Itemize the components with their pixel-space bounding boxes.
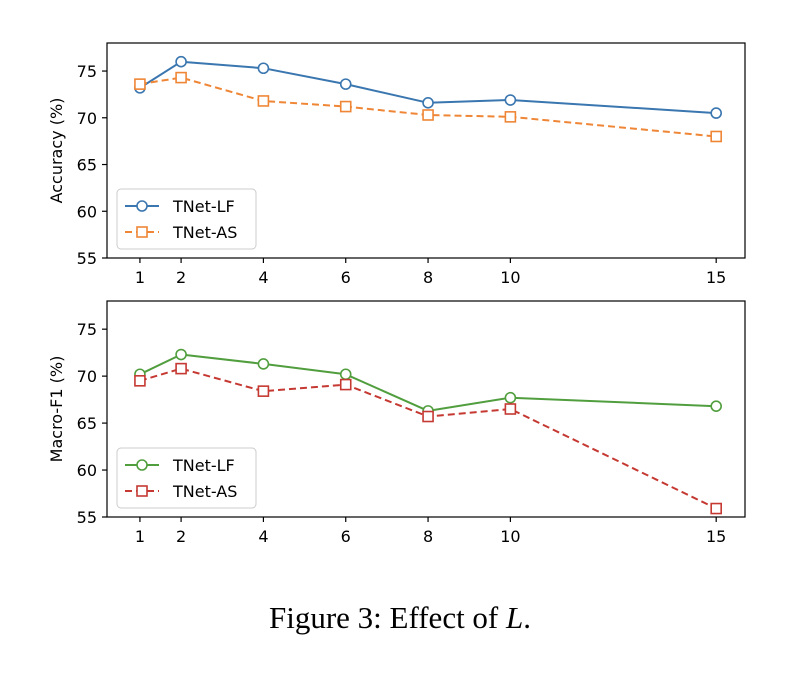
- data-point: [339, 378, 352, 391]
- x-tick-label: 6: [341, 268, 351, 287]
- x-tick-label: 8: [423, 268, 433, 287]
- x-tick-label: 2: [176, 268, 186, 287]
- data-point: [257, 385, 270, 397]
- series-tnet-lf: [134, 348, 722, 417]
- series-tnet-as: [134, 362, 722, 515]
- figure-caption: Figure 3: Effect of L.: [0, 600, 800, 636]
- y-tick-label: 60: [77, 202, 97, 221]
- legend-label: TNet-LF: [172, 197, 235, 216]
- legend-marker: [136, 200, 148, 212]
- x-tick-label: 4: [258, 527, 268, 546]
- data-point: [134, 78, 146, 90]
- data-point: [504, 111, 517, 123]
- data-point: [257, 62, 270, 75]
- data-point: [504, 391, 517, 404]
- x-tick-label: 10: [500, 268, 520, 287]
- y-tick-label: 70: [77, 109, 97, 128]
- data-point: [422, 97, 434, 109]
- x-tick-label: 6: [341, 527, 351, 546]
- data-point: [175, 55, 187, 68]
- data-point: [422, 109, 434, 121]
- data-point: [175, 71, 187, 84]
- y-axis-label: Macro-F1 (%): [47, 356, 66, 463]
- data-point: [710, 400, 722, 412]
- y-tick-label: 55: [77, 249, 97, 268]
- data-point: [339, 100, 352, 113]
- data-point: [339, 78, 352, 90]
- x-tick-label: 1: [135, 527, 145, 546]
- data-point: [134, 375, 146, 387]
- plot-frame: [106, 42, 746, 259]
- x-tick-label: 15: [706, 268, 726, 287]
- caption-prefix: Figure 3: Effect of: [268, 600, 507, 635]
- data-point: [710, 107, 722, 119]
- data-point: [175, 362, 187, 375]
- legend: TNet-LF TNet-AS: [116, 188, 257, 250]
- data-point: [339, 368, 352, 381]
- data-point: [257, 95, 270, 107]
- legend-marker: [136, 226, 148, 238]
- series-line: [139, 353, 717, 412]
- legend-marker: [136, 485, 148, 497]
- y-tick-label: 55: [77, 508, 97, 527]
- y-tick-label: 60: [77, 461, 97, 480]
- data-point: [710, 130, 722, 143]
- legend-box: [116, 447, 257, 509]
- series-tnet-as: [134, 71, 722, 143]
- data-point: [504, 94, 517, 106]
- y-axis-label: Accuracy (%): [47, 98, 66, 204]
- x-tick-label: 10: [500, 527, 520, 546]
- plot-frame: [106, 300, 746, 518]
- legend-label: TNet-LF: [172, 456, 235, 475]
- legend-label: TNet-AS: [172, 223, 237, 242]
- y-tick-label: 70: [77, 367, 97, 386]
- data-point: [504, 403, 517, 415]
- y-tick-label: 65: [77, 414, 97, 433]
- x-tick-label: 1: [135, 268, 145, 287]
- x-tick-label: 2: [176, 527, 186, 546]
- legend-box: [116, 188, 257, 250]
- y-tick-label: 75: [77, 320, 97, 339]
- data-point: [422, 410, 434, 423]
- y-tick-label: 65: [77, 156, 97, 175]
- caption-suffix: .: [523, 600, 532, 635]
- series-tnet-lf: [134, 55, 722, 119]
- data-point: [257, 358, 270, 370]
- x-tick-label: 8: [423, 527, 433, 546]
- y-tick-label: 75: [77, 62, 97, 81]
- x-tick-label: 15: [706, 527, 726, 546]
- caption-variable: L: [506, 600, 524, 635]
- x-tick-label: 4: [258, 268, 268, 287]
- legend-marker: [136, 459, 148, 471]
- legend-label: TNet-AS: [172, 482, 237, 501]
- legend: TNet-LF TNet-AS: [116, 447, 257, 509]
- data-point: [710, 502, 722, 515]
- data-point: [175, 348, 187, 361]
